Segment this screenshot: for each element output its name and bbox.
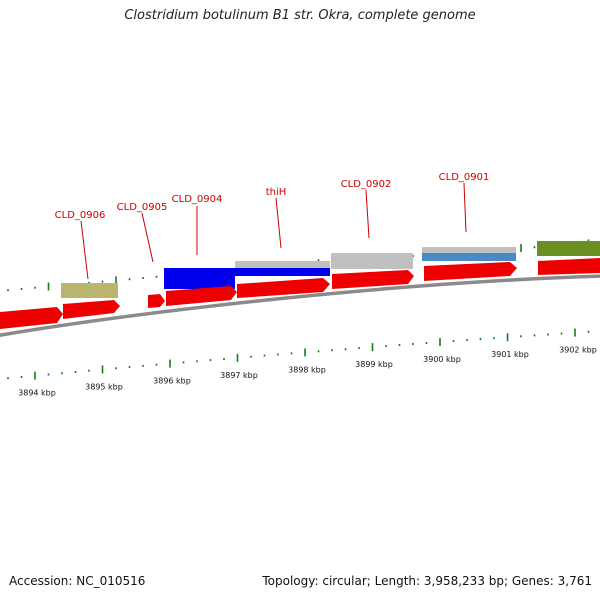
- scale-label: 3894 kbp: [18, 389, 56, 398]
- leader-line: [463, 182, 467, 233]
- hit-bar-blue: [164, 268, 235, 289]
- feature-track: [0, 241, 600, 329]
- cds-arrow-6: [332, 270, 414, 289]
- scale-label: 3897 kbp: [220, 371, 258, 380]
- cds-arrow-8: [538, 258, 600, 275]
- gene-label: thiH: [266, 187, 287, 198]
- cds-arrow-7: [424, 262, 517, 281]
- scale-label: 3901 kbp: [491, 350, 529, 359]
- scale-label: 3899 kbp: [355, 360, 393, 369]
- hit-bar-olive: [537, 241, 600, 256]
- hit-bar-steel: [422, 253, 516, 261]
- scale-label: 3900 kbp: [423, 355, 461, 364]
- scale-label: 3898 kbp: [288, 365, 326, 374]
- scale-ticks: [7, 328, 590, 380]
- hit-bar-blue-grey: [235, 261, 330, 269]
- hit-bar-khaki: [61, 283, 118, 298]
- hit-bar-grey: [331, 253, 413, 269]
- scale-labels: 3894 kbp 3895 kbp 3896 kbp 3897 kbp 3898 kbp…: [18, 346, 597, 398]
- gene-label: CLD_0906: [55, 210, 106, 221]
- cds-arrow-4: [166, 286, 237, 306]
- map-title: Clostridium botulinum B1 str. Okra, comp…: [124, 8, 476, 23]
- scale-label: 3896 kbp: [153, 377, 191, 386]
- accession-text: Accession: NC_010516: [9, 574, 146, 588]
- gene-labels: CLD_0906 CLD_0905 CLD_0904 thiH CLD_0902…: [55, 172, 490, 221]
- cds-arrow-3: [148, 294, 165, 308]
- hit-bar-blue-lower: [235, 268, 330, 276]
- gene-label: CLD_0902: [341, 179, 392, 190]
- leader-line: [275, 197, 282, 249]
- cds-arrow-5: [237, 278, 330, 298]
- gene-leader-lines: [80, 182, 467, 280]
- cds-arrow-1: [0, 307, 63, 329]
- hit-bar-grey-steel: [422, 247, 516, 253]
- scale-label: 3895 kbp: [85, 383, 123, 392]
- gene-label: CLD_0904: [172, 194, 223, 205]
- leader-line: [141, 212, 154, 263]
- leader-line: [365, 189, 370, 239]
- genome-summary-text: Topology: circular; Length: 3,958,233 bp…: [262, 574, 592, 588]
- gene-label: CLD_0901: [439, 172, 490, 183]
- gene-label: CLD_0905: [117, 202, 168, 213]
- scale-label: 3902 kbp: [559, 346, 597, 355]
- cds-arrow-2: [63, 300, 120, 319]
- genome-backbone: [0, 274, 600, 337]
- leader-line: [80, 220, 89, 280]
